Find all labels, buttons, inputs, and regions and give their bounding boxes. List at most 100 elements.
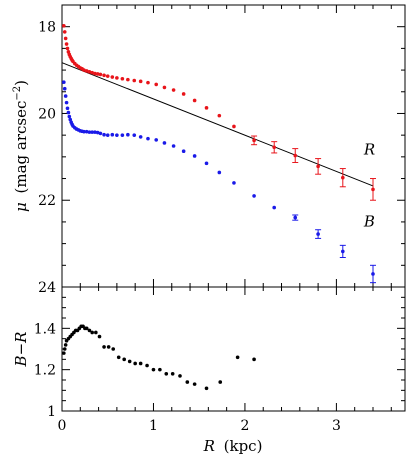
point-b [138,135,143,139]
point-color-index [127,359,132,364]
point-b [64,100,69,105]
top-y-axis-unit: (mag arcsec [12,101,30,194]
point-r [62,30,67,34]
point-r [138,79,143,84]
annotation-b-band: B [363,212,375,230]
point-color-index [235,355,240,360]
point-b [132,133,137,137]
x-axis-symbol: R [203,437,215,455]
point-b [65,106,70,111]
top-y-tick-label: 22 [38,193,56,209]
point-b [110,132,115,137]
top-y-axis-symbol: μ [12,202,30,212]
point-color-index [192,382,197,386]
point-color-index [218,380,223,384]
point-b [232,181,236,185]
x-tick-label: 1 [149,418,158,434]
point-r [115,76,119,80]
point-r [110,75,115,79]
point-r [98,72,103,77]
point-r [154,82,159,87]
point-color-index [151,367,156,372]
point-b [98,131,103,136]
bottom-y-tick-label: 1.2 [34,363,56,379]
point-b [105,133,110,137]
point-r [102,73,106,78]
point-b [192,154,197,158]
bottom-panel-ticks [61,287,405,412]
point-b [120,133,125,137]
point-b [84,129,89,134]
point-b [90,130,94,134]
point-color-index [62,347,67,351]
top-y-tick-label: 20 [38,106,56,122]
point-b [66,110,71,115]
point-r [192,98,197,103]
point-r [93,71,97,76]
point-r [105,74,110,78]
top-y-tick-label: 18 [38,20,56,36]
bottom-panel-tick-labels: 11.21.40 1 2 3 [34,321,341,434]
point-color-index [106,345,111,349]
point-color-index [170,372,175,376]
point-color-index [158,367,162,372]
point-b [204,161,209,166]
top-panel-tick-labels: 18 20 22 24 [38,20,56,296]
annotation-r-band: R [363,141,375,159]
point-b [63,94,68,98]
point-r [95,72,100,76]
point-b [217,170,222,175]
top-y-axis-title: μ (mag arcsec−2) [12,80,30,212]
point-b [154,138,159,142]
bottom-y-axis-minus: − [12,343,30,356]
point-r [217,113,222,118]
top-y-tick-label: 24 [38,280,56,296]
point-color-index [111,347,116,351]
point-b [62,86,67,91]
point-color-index [87,328,92,333]
point-b [146,136,150,141]
point-r [162,85,167,90]
point-color-index [122,357,126,362]
bottom-y-axis-symbol-b: B [12,355,30,367]
x-tick-label: 0 [58,418,67,434]
point-color-index [63,343,68,347]
point-b [126,132,130,137]
top-panel-points [62,24,375,276]
point-b [162,141,167,145]
point-color-index [145,363,149,368]
point-color-index [204,386,209,391]
top-panel-ticks [61,4,405,288]
point-color-index [102,345,106,349]
top-panel-errorbars [251,135,376,284]
point-color-index [185,380,190,384]
point-b [171,144,176,148]
point-color-index [90,330,94,335]
point-color-index [94,330,98,335]
point-r [63,36,68,41]
color-panel: 11.21.40 1 2 3 B−R R (kpc) [12,286,406,455]
x-axis-title: R (kpc) [203,437,263,455]
bottom-y-tick-label: 1 [47,404,56,420]
point-r [204,106,209,110]
point-b [62,80,66,85]
point-color-index [178,374,182,378]
bottom-y-tick-label: 1.4 [34,321,56,337]
point-b [181,149,186,154]
x-tick-label: 3 [332,418,341,434]
point-b [252,194,256,198]
point-b [82,129,86,134]
bottom-y-axis-title: B−R [12,332,30,368]
top-y-axis-unit-exponent: −2 [12,86,23,101]
point-b [102,132,106,137]
bottom-panel-points [62,324,256,391]
point-r [62,24,66,28]
point-b [93,130,97,134]
bottom-y-axis-symbol-r: R [12,332,30,344]
x-tick-label: 2 [240,418,249,434]
point-r [65,46,70,51]
point-r [120,76,125,81]
x-axis-unit: (kpc) [224,437,263,455]
point-r [171,88,176,92]
